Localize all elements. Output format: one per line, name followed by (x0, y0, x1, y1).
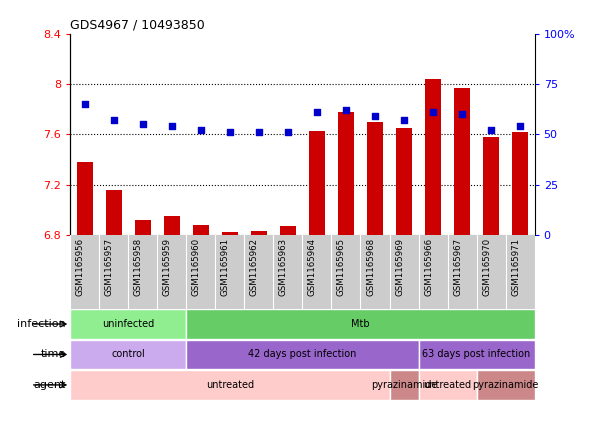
Text: GSM1165960: GSM1165960 (192, 238, 201, 296)
Bar (77, 162, 93, 235)
Bar (222, 232, 238, 235)
Text: pyrazinamide: pyrazinamide (472, 380, 539, 390)
Text: GSM1165961: GSM1165961 (221, 238, 230, 296)
Text: GSM1165964: GSM1165964 (308, 238, 317, 296)
Point (515, 123, 525, 130)
Text: GSM1165969: GSM1165969 (395, 238, 404, 296)
Bar (419, 370, 477, 400)
Text: agent: agent (33, 380, 65, 390)
Text: infection: infection (17, 319, 65, 329)
Bar (454, 88, 470, 235)
Text: uninfected: uninfected (102, 319, 155, 329)
Bar (70, 340, 186, 369)
Bar (483, 137, 499, 235)
Point (225, 129, 235, 136)
Text: GSM1165970: GSM1165970 (482, 238, 491, 296)
Bar (390, 370, 419, 400)
Bar (512, 132, 528, 235)
Text: untreated: untreated (206, 380, 254, 390)
Bar (186, 340, 419, 369)
Bar (425, 79, 441, 235)
Text: GSM1165966: GSM1165966 (424, 238, 433, 296)
Text: GDS4967 / 10493850: GDS4967 / 10493850 (70, 18, 205, 31)
Text: control: control (111, 349, 145, 360)
Point (196, 127, 206, 134)
Bar (477, 370, 535, 400)
Bar (164, 216, 180, 235)
Bar (396, 128, 412, 235)
Text: 63 days post infection: 63 days post infection (422, 349, 531, 360)
Point (341, 107, 351, 114)
Text: GSM1165963: GSM1165963 (279, 238, 288, 296)
Text: GSM1165968: GSM1165968 (366, 238, 375, 296)
Text: 42 days post infection: 42 days post infection (248, 349, 357, 360)
Bar (280, 226, 296, 235)
Point (428, 109, 438, 115)
Bar (419, 340, 535, 369)
Bar (70, 370, 390, 400)
Point (167, 123, 177, 130)
Point (283, 129, 293, 136)
Bar (338, 112, 354, 235)
Bar (367, 122, 383, 235)
Bar (106, 190, 122, 235)
Bar (186, 309, 535, 339)
Point (399, 117, 409, 124)
Point (486, 127, 496, 134)
Bar (193, 225, 209, 235)
Bar (309, 131, 325, 235)
Text: GSM1165967: GSM1165967 (453, 238, 462, 296)
Point (370, 113, 380, 120)
Point (457, 111, 467, 118)
Bar (70, 309, 186, 339)
Text: GSM1165959: GSM1165959 (163, 238, 172, 296)
Text: time: time (40, 349, 65, 360)
Text: GSM1165956: GSM1165956 (76, 238, 85, 296)
Text: GSM1165958: GSM1165958 (134, 238, 143, 296)
Text: GSM1165971: GSM1165971 (511, 238, 520, 296)
Text: GSM1165962: GSM1165962 (250, 238, 259, 296)
Point (138, 121, 148, 128)
Bar (251, 231, 267, 235)
Point (109, 117, 119, 124)
Point (80, 101, 90, 107)
Text: pyrazinamide: pyrazinamide (371, 380, 437, 390)
Text: untreated: untreated (423, 380, 472, 390)
Text: GSM1165957: GSM1165957 (105, 238, 114, 296)
Point (312, 109, 322, 115)
Text: GSM1165965: GSM1165965 (337, 238, 346, 296)
Text: Mtb: Mtb (351, 319, 370, 329)
Bar (135, 220, 151, 235)
Point (254, 129, 264, 136)
